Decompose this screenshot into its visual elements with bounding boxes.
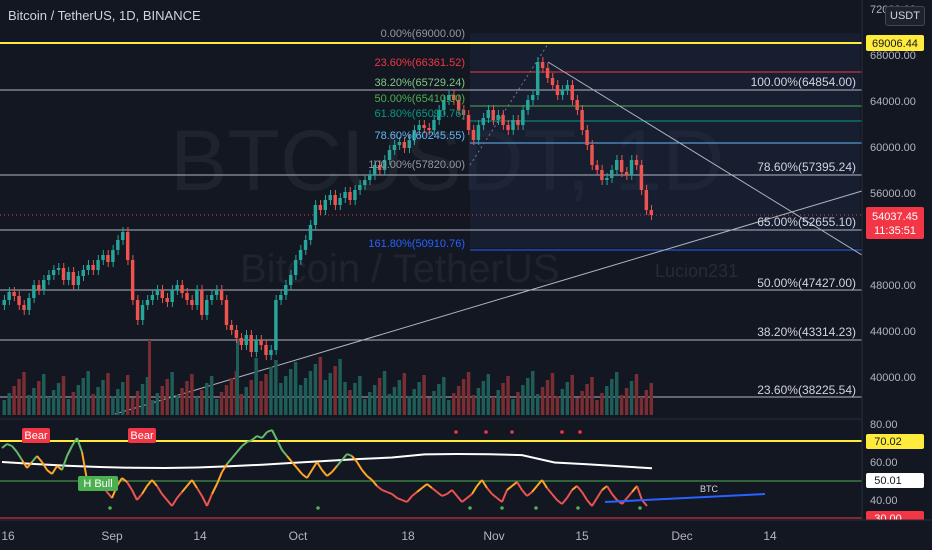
fib-right-label: 65.00%(52655.10) [757, 215, 856, 229]
time-tick: Oct [289, 529, 308, 543]
price-ticks: 72000.0068000.0064000.0060000.0056000.00… [870, 4, 916, 384]
signal-dot [534, 506, 538, 510]
indicator-rsi-line [1, 429, 648, 507]
last-price-label: 54037.45 11:35:51 [866, 207, 924, 239]
svg-text:H Bull: H Bull [83, 478, 112, 490]
svg-text:50.01: 50.01 [874, 475, 902, 487]
candles [2, 57, 653, 360]
signal-dot [484, 430, 488, 434]
fib-levels [0, 42, 862, 398]
fib-upper-label: 23.60%(66361.52) [374, 57, 465, 69]
price-tick: 60000.00 [870, 142, 916, 154]
indicator-label-50: 50.01 [866, 473, 924, 488]
indicator-ticks: 80.00 60.00 40.00 [870, 419, 898, 507]
descending-trendline[interactable] [547, 61, 863, 256]
indicator-ma-line [1, 452, 653, 470]
svg-text:Bear: Bear [130, 430, 154, 442]
fib-upper-label: 161.80%(50910.76) [368, 238, 465, 250]
fib-upper-label: 61.80%(65090.76) [374, 108, 465, 120]
indicator-tick: 80.00 [870, 419, 898, 431]
time-tick: 18 [401, 529, 415, 543]
time-ticks: 16 Sep 14 Oct 18 Nov 15 Dec 14 [1, 529, 777, 543]
volume-bars [2, 340, 653, 415]
symbol-title[interactable]: Bitcoin / TetherUS, 1D, BINANCE [8, 8, 201, 23]
indicator-label-70: 70.02 [866, 434, 924, 449]
price-label-top: 69006.44 [866, 35, 924, 51]
signal-dot [454, 430, 458, 434]
signal-dot [560, 430, 564, 434]
signal-dot [468, 506, 472, 510]
svg-text:Bear: Bear [24, 430, 48, 442]
signal-dot [500, 506, 504, 510]
currency-unit-button[interactable]: USDT [885, 6, 925, 26]
fib-right-label: 78.60%(57395.24) [757, 160, 856, 174]
price-tick: 48000.00 [870, 280, 916, 292]
price-tick: 68000.00 [870, 50, 916, 62]
fib-upper-label: 78.60%(60245.55) [374, 130, 465, 142]
fib-right-labels: 100.00%(64854.00) 78.60%(57395.24) 65.00%(… [751, 75, 856, 397]
price-tick: 64000.00 [870, 96, 916, 108]
svg-text:54037.45: 54037.45 [872, 211, 918, 223]
watermark-author: Lucion231 [655, 261, 738, 281]
indicator-signal-dots [108, 430, 642, 510]
price-tick: 44000.00 [870, 326, 916, 338]
price-tick: 40000.00 [870, 372, 916, 384]
bull-label: H Bull [78, 476, 118, 491]
time-tick: 14 [763, 529, 777, 543]
watermark-name: Bitcoin / TetherUS [240, 247, 559, 291]
indicator-tick: 40.00 [870, 495, 898, 507]
time-tick: Sep [101, 529, 123, 543]
indicator-tick: 60.00 [870, 457, 898, 469]
bear-label-left: Bear [22, 428, 50, 443]
signal-dot [578, 430, 582, 434]
signal-dot [510, 430, 514, 434]
fib-right-label: 23.60%(38225.54) [757, 383, 856, 397]
time-tick: 14 [193, 529, 207, 543]
fib-upper-labels: 0.00%(69000.00) 23.60%(66361.52) 38.20%(65… [368, 28, 465, 250]
fib-right-label: 50.00%(47427.00) [757, 276, 856, 290]
price-tick: 56000.00 [870, 188, 916, 200]
svg-text:11:35:51: 11:35:51 [874, 225, 916, 237]
fib-upper-label: 50.00%(65410.00) [374, 93, 465, 105]
time-tick: Nov [483, 529, 504, 543]
fib-zone-shade [470, 33, 860, 248]
price-axis[interactable] [862, 0, 932, 520]
fib-right-label: 100.00%(64854.00) [751, 75, 856, 89]
time-tick: 15 [575, 529, 589, 543]
btc-trendline [604, 493, 766, 503]
time-axis[interactable] [0, 520, 932, 550]
signal-dot [638, 506, 642, 510]
fib-upper-label: 38.20%(65729.24) [374, 77, 465, 89]
ascending-trendline[interactable] [114, 190, 863, 415]
fib-upper-label: 100.00%(57820.00) [368, 159, 465, 171]
signal-dot [576, 506, 580, 510]
time-tick: 16 [1, 529, 15, 543]
time-tick: Dec [671, 529, 692, 543]
bear-label-right: Bear [128, 428, 156, 443]
svg-text:69006.44: 69006.44 [872, 38, 918, 50]
svg-text:70.02: 70.02 [874, 436, 902, 448]
signal-dot [316, 506, 320, 510]
dotted-projection [469, 43, 549, 166]
btc-annotation: BTC [700, 484, 719, 494]
fib-right-label: 38.20%(43314.23) [757, 325, 856, 339]
fib-upper-label: 0.00%(69000.00) [381, 28, 465, 40]
signal-dot [108, 506, 112, 510]
